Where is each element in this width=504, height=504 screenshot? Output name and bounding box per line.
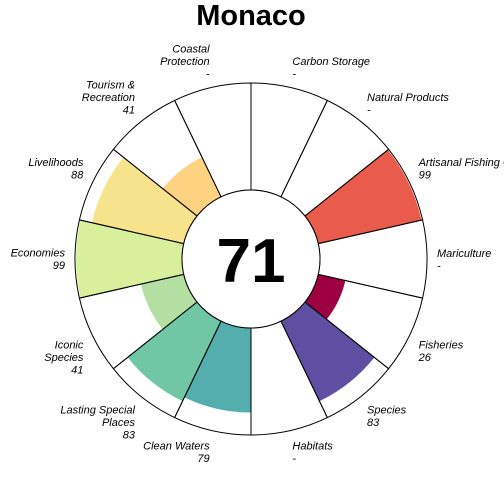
petal-label-tourism-recreation: Tourism & Recreation 41 [82,80,135,117]
petal-name-livelihoods: Livelihoods [28,157,84,169]
petal-value-habitats: - [292,453,296,465]
petal-label-natural-products: Natural Products - [367,92,449,117]
petal-name-lasting-special-places: Lasting Special [60,404,135,416]
petal-name-iconic-species: Iconic [55,340,84,352]
petal-value-coastal-protection: - [206,69,210,81]
petal-label-lasting-special-places: Lasting Special Places 83 [60,404,135,441]
petal-bar-clean-waters [184,321,251,413]
petal-name-natural-products: Natural Products [367,92,449,104]
petal-outline-carbon-storage [250,82,329,198]
petal-name-clean-waters: Clean Waters [143,440,210,452]
petal-value-mariculture: - [437,260,441,272]
petal-value-tourism-recreation: 41 [123,105,135,117]
petal-bar-tourism-recreation [162,157,222,216]
center-disc [181,189,321,329]
petal-value-carbon-storage: - [292,69,296,81]
petal-value-natural-products: - [367,105,371,117]
petal-bar-lasting-special-places [127,302,222,402]
petal-label-economies: Economies 99 [11,248,66,273]
petal-value-clean-waters: 79 [197,453,209,465]
petal-bar-iconic-species [140,274,198,330]
petal-name-habitats: Habitats [292,440,333,452]
petal-bar-species [280,302,375,402]
petal-name-artisanal-fishing-opportunities: Artisanal Fishing Opportunities [418,157,504,169]
petal-value-species: 83 [367,417,380,429]
petal-name-tourism-recreation: Recreation [82,92,135,104]
chart-title: Monaco [196,0,306,32]
petal-name-coastal-protection: Coastal [172,44,210,56]
petal-name-iconic-species: Species [44,352,84,364]
petal-bar-livelihoods [91,157,198,244]
petal-label-livelihoods: Livelihoods 88 [28,157,84,182]
petal-label-fisheries: Fisheries 26 [418,340,464,365]
petal-value-livelihoods: 88 [71,169,84,181]
petal-bar-artisanal-fishing-opportunities [304,149,422,244]
petal-label-species: Species 83 [367,404,407,429]
petal-name-lasting-special-places: Places [102,417,136,429]
petal-value-economies: 99 [53,260,65,272]
petal-label-coastal-protection: Coastal Protection - [160,44,210,81]
petal-name-species: Species [367,404,407,416]
petal-outlines [74,82,428,436]
petal-value-artisanal-fishing-opportunities: 99 [419,169,431,181]
petal-labels: Natural Products-Artisanal Fishing Oppor… [11,44,504,465]
petal-fills [76,149,422,413]
petal-name-coastal-protection: Protection [160,56,210,68]
petal-label-clean-waters: Clean Waters 79 [143,440,210,465]
petal-name-mariculture: Mariculture [437,248,491,260]
petal-name-fisheries: Fisheries [419,340,464,352]
center-score: 71 [217,227,286,296]
petal-label-habitats: Habitats - [292,440,333,465]
petal-label-mariculture: Mariculture - [437,248,491,273]
petal-value-lasting-special-places: 83 [123,429,136,441]
petal-label-iconic-species: Iconic Species 41 [44,340,84,377]
petal-name-economies: Economies [11,248,66,260]
petal-value-fisheries: 26 [418,352,432,364]
petal-label-artisanal-fishing-opportunities: Artisanal Fishing Opportunities99 [418,157,504,182]
petal-value-iconic-species: 41 [71,365,83,377]
petal-name-carbon-storage: Carbon Storage [292,56,370,68]
petal-name-tourism-recreation: Tourism & [86,80,135,92]
petal-label-carbon-storage: Carbon Storage - [292,56,370,81]
petal-bar-economies [76,220,184,298]
